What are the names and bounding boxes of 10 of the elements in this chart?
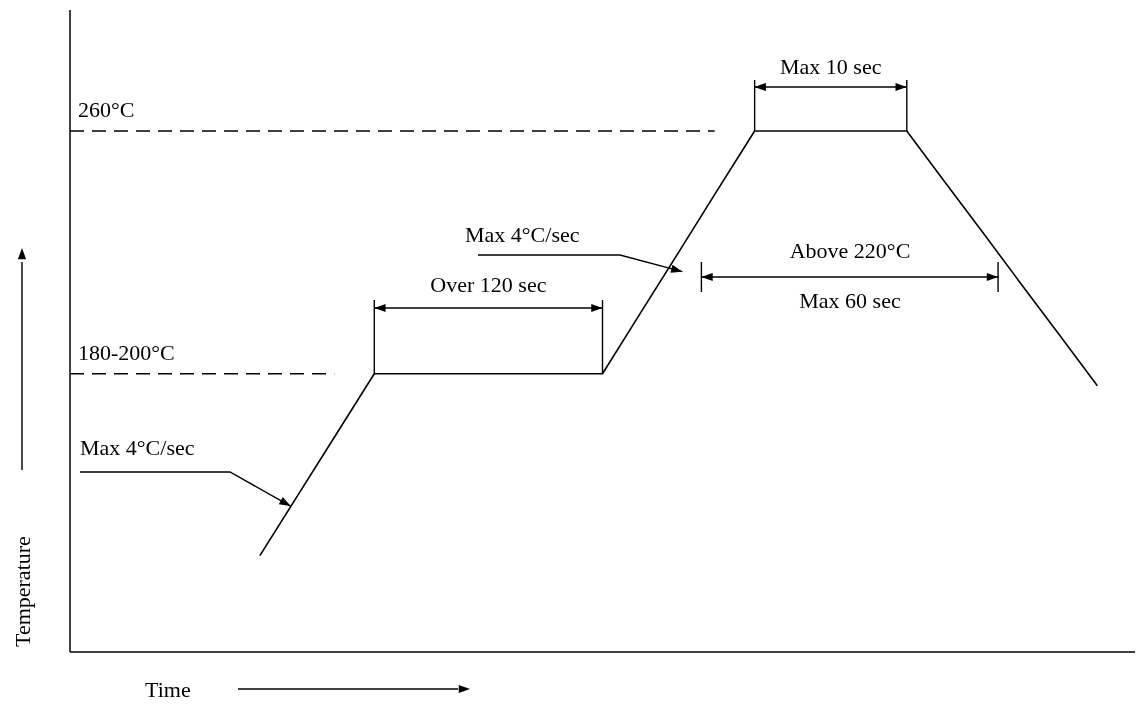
annotation: Above 220°C: [789, 238, 911, 263]
text: Max 10 sec: [780, 54, 882, 79]
ref-line-label: 260°C: [78, 97, 135, 122]
annotation: Max 4°C/sec: [465, 222, 580, 247]
annotation: Over 120 sec: [430, 272, 547, 297]
x-axis-title: Time: [145, 677, 191, 702]
annotation: Max 4°C/sec: [80, 435, 195, 460]
ref-line-label: 180-200°C: [78, 339, 175, 365]
annotation: Max 60 sec: [799, 288, 901, 313]
y-axis-title: Temperature: [10, 536, 35, 647]
